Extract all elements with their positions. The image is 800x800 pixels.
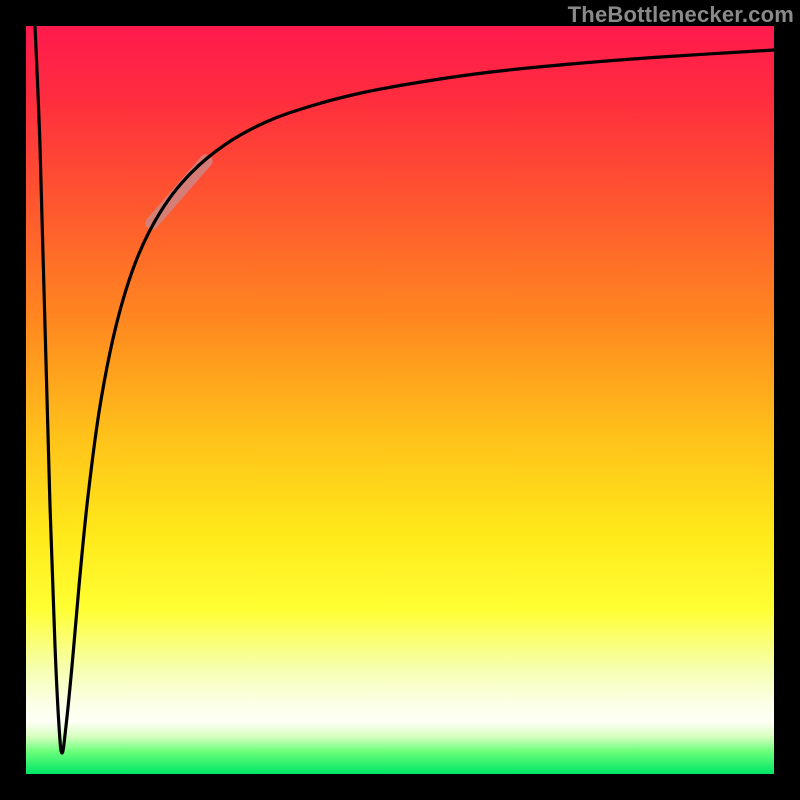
chart-container: TheBottlenecker.com xyxy=(0,0,800,800)
bottleneck-chart xyxy=(0,0,800,800)
watermark-text: TheBottlenecker.com xyxy=(568,2,794,28)
plot-background xyxy=(26,26,774,774)
